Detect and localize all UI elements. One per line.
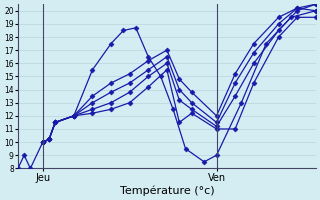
X-axis label: Température (°c): Température (°c) xyxy=(120,185,214,196)
